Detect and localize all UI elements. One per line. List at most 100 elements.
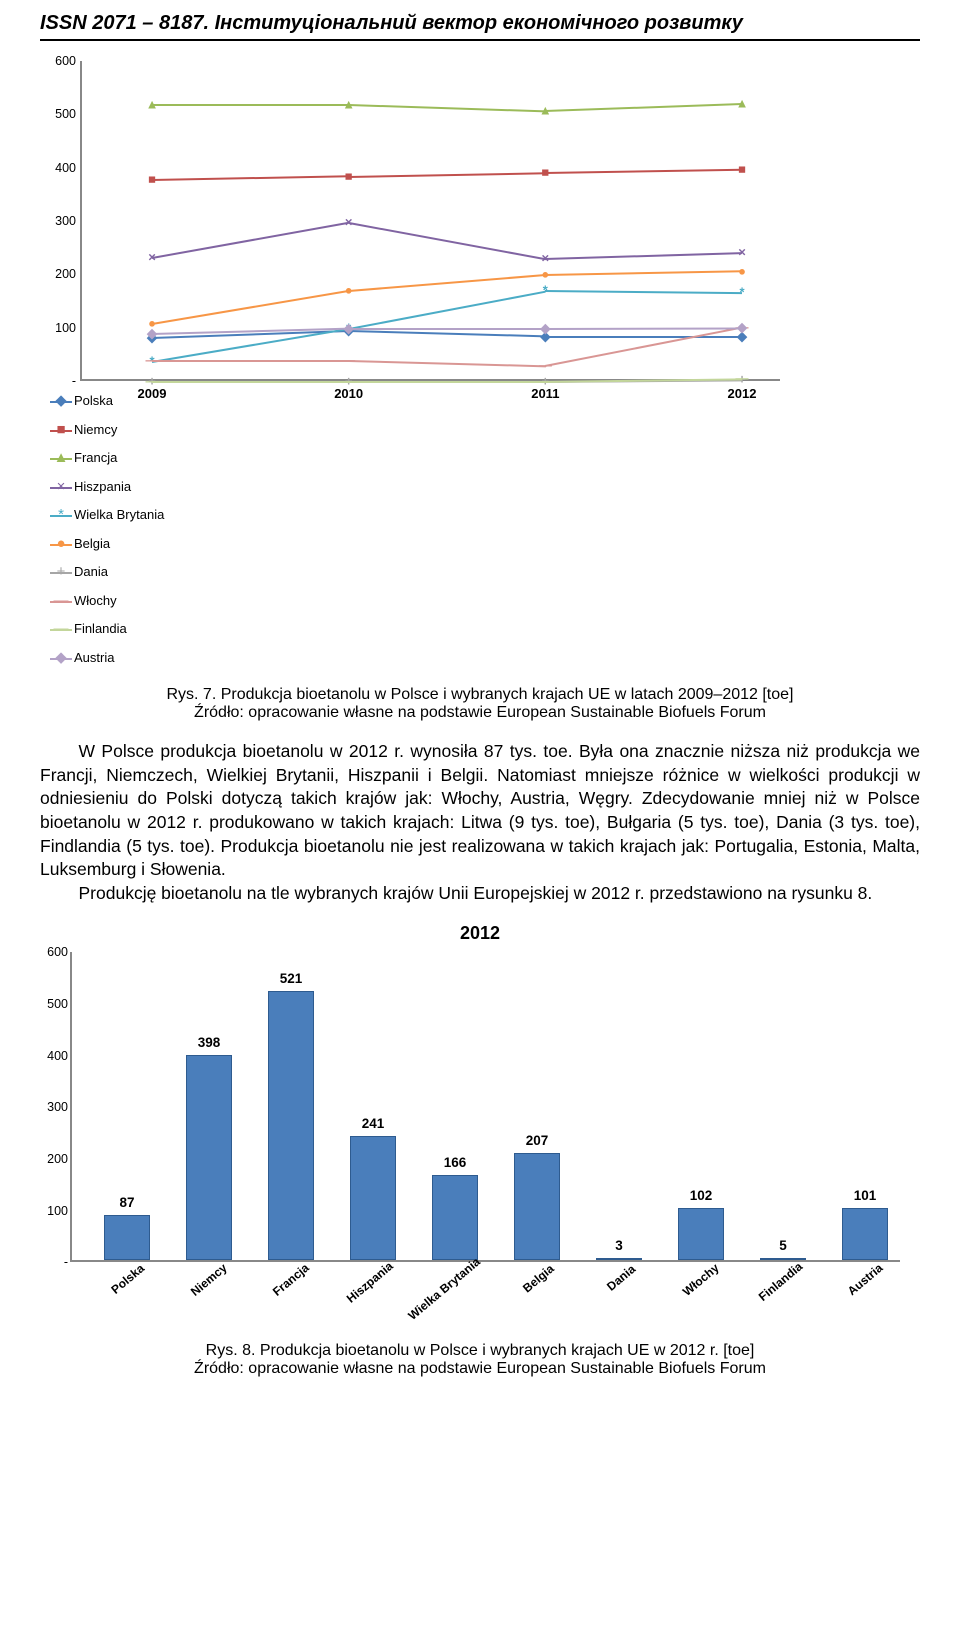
series-point: ■	[738, 162, 746, 175]
series-segment	[545, 271, 742, 277]
series-point: ●	[541, 268, 549, 281]
legend-item: *Wielka Brytania	[50, 501, 180, 530]
series-segment	[152, 176, 349, 182]
bar-value-label: 5	[779, 1238, 787, 1253]
series-point: ×	[345, 216, 353, 229]
series-segment	[545, 169, 742, 174]
bar: 87Polska	[104, 1215, 150, 1260]
legend-marker-icon: ▲	[50, 444, 72, 473]
bar-rect	[842, 1208, 888, 1260]
y-axis-tick: 300	[38, 1100, 68, 1114]
bar: 3Dania	[596, 1258, 642, 1260]
legend-label: Dania	[74, 564, 108, 579]
y-axis-tick: 100	[38, 1204, 68, 1218]
series-point: ×	[148, 251, 156, 264]
legend-marker-icon: —	[50, 615, 72, 644]
figure-7-source: Źródło: opracowanie własne na podstawie …	[194, 704, 766, 721]
y-axis-tick: 100	[42, 321, 76, 335]
legend-marker-icon: ■	[50, 416, 72, 445]
series-segment	[545, 103, 742, 112]
series-point: —	[736, 372, 749, 385]
series-point: ●	[345, 284, 353, 297]
series-point: ▲	[539, 104, 552, 117]
paragraph-2: Produkcję bioetanolu na tle wybranych kr…	[40, 882, 920, 906]
series-point: ◆	[540, 321, 550, 334]
figure-7-caption: Rys. 7. Produkcja bioetanolu w Polsce i …	[40, 686, 920, 722]
legend-item: ●Belgia	[50, 530, 180, 559]
bar-chart-title: 2012	[40, 923, 920, 944]
bar-rect	[104, 1215, 150, 1260]
bar-value-label: 102	[690, 1188, 713, 1203]
figure-8-source: Źródło: opracowanie własne na podstawie …	[194, 1360, 766, 1377]
x-axis-tick: 2012	[728, 386, 757, 401]
series-segment	[349, 104, 546, 112]
series-point: *	[739, 286, 744, 299]
bar-value-label: 521	[280, 971, 303, 986]
y-axis-tick: 300	[42, 214, 76, 228]
legend-label: Hiszpania	[74, 479, 131, 494]
series-segment	[152, 222, 349, 259]
series-point: ■	[345, 169, 353, 182]
legend-item: +Dania	[50, 558, 180, 587]
legend-item: ▲Francja	[50, 444, 180, 473]
series-segment	[349, 381, 546, 383]
series-point: ▲	[342, 97, 355, 110]
series-point: ◆	[737, 321, 747, 334]
series-segment	[152, 381, 349, 383]
series-segment	[545, 327, 742, 330]
series-segment	[349, 360, 546, 367]
bar-rect	[186, 1055, 232, 1261]
y-axis-tick: 600	[42, 54, 76, 68]
series-point: —	[146, 353, 159, 366]
legend-item: ◆Austria	[50, 644, 180, 673]
bar: 398Niemcy	[186, 1055, 232, 1261]
series-segment	[545, 378, 742, 383]
body-text: W Polsce produkcja bioetanolu w 2012 r. …	[40, 740, 920, 905]
bar: 521Francja	[268, 991, 314, 1260]
series-point: —	[539, 375, 552, 388]
legend-item: ×Hiszpania	[50, 473, 180, 502]
legend-marker-icon: ×	[50, 473, 72, 502]
series-segment	[348, 290, 545, 329]
bar: 102Włochy	[678, 1208, 724, 1261]
y-axis-tick: 500	[42, 107, 76, 121]
bar-value-label: 87	[119, 1195, 134, 1210]
y-axis-tick: -	[42, 374, 76, 388]
series-segment	[545, 327, 742, 367]
y-axis-tick: 500	[38, 997, 68, 1011]
series-segment	[349, 328, 546, 330]
bar-value-label: 101	[854, 1188, 877, 1203]
bar-rect	[268, 991, 314, 1260]
series-point: —	[342, 375, 355, 388]
legend-marker-icon: —	[50, 587, 72, 616]
legend-label: Niemcy	[74, 422, 117, 437]
bar-rect	[350, 1136, 396, 1261]
legend-marker-icon: +	[50, 558, 72, 587]
figure-8-caption: Rys. 8. Produkcja bioetanolu w Polsce i …	[40, 1342, 920, 1378]
series-point: ■	[541, 165, 549, 178]
series-segment	[152, 360, 349, 362]
y-axis-tick: 200	[42, 267, 76, 281]
bar: 5Finlandia	[760, 1258, 806, 1261]
figure-7-title: Rys. 7. Produkcja bioetanolu w Polsce i …	[166, 686, 793, 703]
page-header: ISSN 2071 – 8187. Інституціональний вект…	[40, 12, 920, 41]
series-segment	[349, 330, 546, 337]
legend-item: ■Niemcy	[50, 416, 180, 445]
bar-value-label: 398	[198, 1035, 221, 1050]
y-axis-tick: -	[38, 1255, 68, 1269]
bar-rect	[514, 1153, 560, 1260]
series-segment	[545, 290, 742, 294]
series-point: ■	[148, 173, 156, 186]
series-point: —	[342, 353, 355, 366]
legend-marker-icon: *	[50, 501, 72, 530]
series-segment	[152, 290, 349, 325]
bar-chart-container: 2012 - 100 200 300 400 500 600 87Polska 398Niemc…	[40, 923, 920, 1332]
series-point: —	[539, 359, 552, 372]
y-axis-tick: 200	[38, 1152, 68, 1166]
y-axis-tick: 600	[38, 945, 68, 959]
series-point: ×	[738, 246, 746, 259]
series-point: ×	[542, 252, 550, 265]
series-point: ▲	[146, 97, 159, 110]
y-axis-tick: 400	[38, 1049, 68, 1063]
bar-value-label: 241	[362, 1116, 385, 1131]
